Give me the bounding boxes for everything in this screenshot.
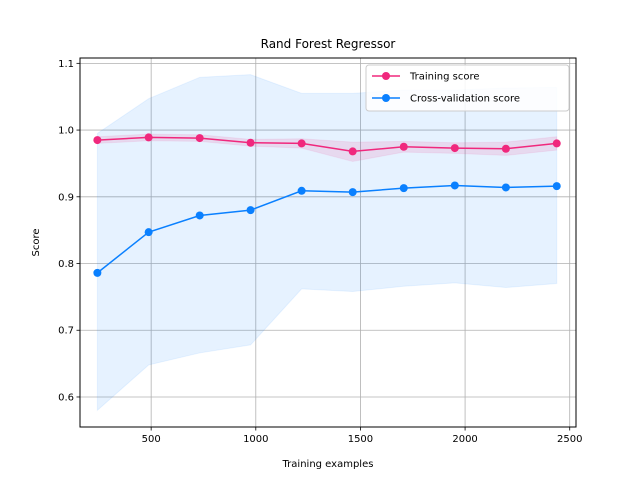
point-training-score bbox=[348, 147, 357, 156]
point-training-score bbox=[144, 133, 153, 142]
point-training-score bbox=[93, 136, 102, 145]
point-cross-validation-score bbox=[552, 182, 561, 191]
point-cross-validation-score bbox=[399, 184, 408, 193]
point-cross-validation-score bbox=[144, 228, 153, 237]
y-axis-label: Score bbox=[31, 228, 42, 256]
grid bbox=[80, 58, 576, 427]
line-training-score bbox=[97, 136, 557, 153]
y-tick-label: 0.9 bbox=[58, 192, 74, 203]
x-axis-ticks: 500 1000 1500 2000 2500 bbox=[142, 427, 582, 445]
legend-marker-cross-validation-score bbox=[382, 94, 390, 102]
legend-label-training-score: Training score bbox=[409, 72, 480, 83]
point-training-score bbox=[450, 144, 459, 153]
y-tick-label: 1.0 bbox=[58, 126, 74, 137]
point-cross-validation-score bbox=[195, 211, 204, 220]
point-cross-validation-score bbox=[93, 268, 102, 277]
x-tick-label: 500 bbox=[142, 434, 161, 445]
x-tick-label: 1500 bbox=[348, 434, 373, 445]
chart-title: Rand Forest Regressor bbox=[261, 37, 396, 51]
y-axis-ticks: 0.6 0.7 0.8 0.9 1.0 1.1 bbox=[58, 59, 80, 403]
point-training-score bbox=[297, 139, 306, 148]
point-training-score bbox=[246, 138, 255, 147]
y-tick-label: 1.1 bbox=[58, 59, 74, 70]
point-cross-validation-score bbox=[501, 183, 510, 192]
plot-frame bbox=[79, 57, 577, 428]
series bbox=[93, 133, 561, 277]
point-training-score bbox=[399, 142, 408, 151]
y-tick-label: 0.6 bbox=[58, 392, 74, 403]
x-axis-label: Training examples bbox=[282, 459, 374, 470]
legend-marker-training-score bbox=[382, 72, 390, 80]
y-tick-label: 0.7 bbox=[58, 326, 74, 337]
legend-label-cross-validation-score: Cross-validation score bbox=[410, 94, 520, 105]
point-cross-validation-score bbox=[348, 188, 357, 197]
band-cross-validation-score bbox=[96, 74, 558, 412]
line-cross-validation-score bbox=[96, 184, 557, 274]
point-cross-validation-score bbox=[246, 206, 255, 215]
legend-box bbox=[365, 64, 570, 112]
point-training-score bbox=[552, 139, 561, 148]
point-cross-validation-score bbox=[297, 186, 306, 195]
point-training-score bbox=[501, 144, 510, 153]
point-training-score bbox=[195, 134, 204, 143]
x-tick-label: 2000 bbox=[452, 434, 477, 445]
legend: Training score Cross-validation score bbox=[365, 64, 570, 112]
x-tick-label: 2500 bbox=[557, 434, 582, 445]
point-cross-validation-score bbox=[450, 181, 459, 190]
x-tick-label: 1000 bbox=[243, 434, 268, 445]
y-tick-label: 0.8 bbox=[58, 259, 74, 270]
